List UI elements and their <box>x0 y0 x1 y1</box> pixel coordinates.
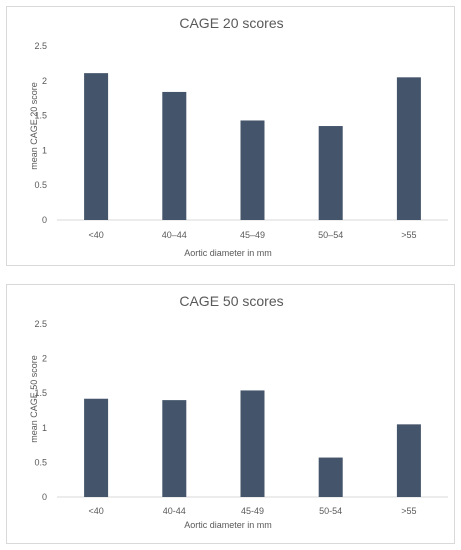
chart-title: CAGE 20 scores <box>179 15 283 31</box>
bar-3 <box>318 457 343 497</box>
y-tick-label: 2.5 <box>34 41 47 51</box>
bar-1 <box>162 400 187 497</box>
bar-3 <box>318 126 343 220</box>
x-tick-label: 50-54 <box>319 506 342 516</box>
y-tick-label: 2.5 <box>34 319 47 329</box>
x-tick-label: <40 <box>88 506 103 516</box>
y-tick-label: 2 <box>42 354 47 364</box>
chart-cage50-marks: 0 0.5 1 1.5 2 2.5 <40 40-44 45-49 50-54 >55 <box>34 319 448 516</box>
bar-1 <box>162 91 187 220</box>
bar-4 <box>396 424 421 497</box>
x-tick-label: 40–44 <box>162 230 187 240</box>
bar-2 <box>240 120 265 220</box>
x-axis-label: Aortic diameter in mm <box>184 520 272 530</box>
y-tick-label: 0 <box>42 492 47 502</box>
y-tick-label: 0 <box>42 215 47 225</box>
chart-cage20-marks: 0 0.5 1 1.5 2 2.5 <40 40–44 45–49 50–54 >55 <box>34 41 448 240</box>
y-tick-label: 1 <box>42 145 47 155</box>
y-tick-label: 0.5 <box>34 457 47 467</box>
bar-2 <box>240 390 265 497</box>
y-tick-label: 0.5 <box>34 180 47 190</box>
x-tick-label: 45-49 <box>241 506 264 516</box>
y-tick-label: 1.5 <box>34 388 47 398</box>
x-tick-label: 50–54 <box>318 230 343 240</box>
chart-title: CAGE 50 scores <box>179 293 283 309</box>
x-tick-label: <40 <box>88 230 103 240</box>
x-axis-label: Aortic diameter in mm <box>184 248 272 258</box>
chart-cage20-panel: CAGE 20 scores mean CAGE 20 score Aortic… <box>6 6 455 266</box>
x-tick-label: >55 <box>401 506 416 516</box>
y-axis-label: mean CAGE 50 score <box>29 355 39 443</box>
bar-4 <box>396 77 421 220</box>
chart-cage20-svg: CAGE 20 scores mean CAGE 20 score Aortic… <box>29 15 448 258</box>
x-tick-label: 40-44 <box>163 506 186 516</box>
x-tick-label: 45–49 <box>240 230 265 240</box>
bar-0 <box>84 398 109 497</box>
chart-cage50-panel: CAGE 50 scores mean CAGE 50 score Aortic… <box>6 284 455 544</box>
y-axis-label: mean CAGE 20 score <box>29 82 39 170</box>
y-tick-label: 1 <box>42 423 47 433</box>
y-tick-label: 2 <box>42 76 47 86</box>
x-tick-label: >55 <box>401 230 416 240</box>
chart-cage50-svg: CAGE 50 scores mean CAGE 50 score Aortic… <box>29 293 448 530</box>
bar-0 <box>84 73 109 220</box>
y-tick-label: 1.5 <box>34 111 47 121</box>
